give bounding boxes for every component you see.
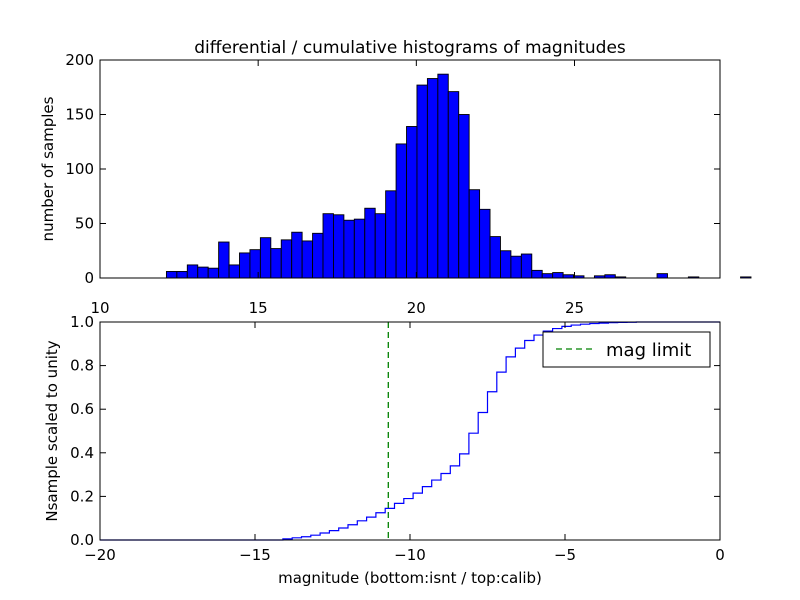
histogram-bar (416, 84, 428, 279)
top-x-tick-label: 20 (407, 299, 426, 317)
bottom-x-ticks: −20 −15 −10 −5 0 (84, 322, 725, 564)
bottom-x-axis-label: magnitude (bottom:isnt / top:calib) (278, 569, 542, 587)
histogram-bar (541, 273, 554, 279)
bottom-x-tick-label: −20 (84, 546, 116, 564)
cumulative-line (100, 321, 720, 541)
histogram-bar (479, 208, 491, 279)
bottom-x-tick-label: −10 (394, 546, 426, 564)
cumulative-step-line (100, 321, 720, 541)
histogram-bars (165, 73, 752, 279)
histogram-bar (531, 269, 543, 279)
histogram-bar (374, 213, 387, 279)
bottom-y-tick-label: 0.6 (70, 400, 94, 418)
bottom-y-axis-label: Nsample scaled to unity (43, 340, 61, 521)
top-y-tick-label: 150 (65, 106, 94, 124)
histogram-bar (322, 213, 334, 279)
histogram-bar (301, 240, 314, 279)
histogram-bar (353, 218, 366, 279)
histogram-bar (249, 249, 261, 279)
top-chart-title: differential / cumulative histograms of … (194, 38, 626, 58)
top-x-tick-label: 25 (565, 299, 584, 317)
histogram-bar (489, 236, 501, 279)
histogram-bar (291, 231, 303, 279)
histogram-bar (186, 264, 199, 279)
top-y-tick-label: 200 (65, 51, 94, 69)
histogram-bar (259, 237, 272, 279)
histogram-bar (218, 241, 230, 279)
bottom-y-tick-label: 0.8 (70, 357, 94, 375)
histogram-bar (270, 248, 282, 279)
histogram-bar (176, 271, 188, 279)
histogram-bar (332, 214, 345, 279)
histogram-bar (500, 250, 512, 279)
bottom-y-tick-label: 0.2 (70, 487, 94, 505)
bottom-y-ticks: 0.0 0.2 0.4 0.6 0.8 1.0 (70, 313, 720, 549)
histogram-bar (228, 264, 240, 279)
histogram-bar (520, 253, 533, 279)
histogram-bar (437, 73, 449, 279)
histogram-bar (447, 91, 460, 279)
bottom-x-tick-label: 0 (715, 546, 725, 564)
histogram-bar (426, 78, 439, 279)
bottom-y-tick-label: 0.0 (70, 531, 94, 549)
histogram-bar (280, 239, 293, 279)
histogram-bar (552, 272, 564, 279)
histogram-bar (165, 271, 178, 279)
top-y-tick-label: 50 (75, 215, 94, 233)
histogram-bar (343, 219, 355, 279)
top-y-tick-label: 0 (84, 269, 94, 287)
top-y-axis-label: number of samples (39, 96, 57, 241)
histogram-bar (364, 207, 376, 279)
histogram-bar (740, 276, 752, 279)
histogram-bar (207, 267, 220, 279)
top-x-tick-label: 15 (249, 299, 268, 317)
histogram-bar (197, 266, 209, 279)
histogram-bar (656, 273, 668, 279)
bottom-x-tick-label: −15 (239, 546, 271, 564)
histogram-bar (239, 252, 251, 279)
histogram-bar (406, 126, 418, 279)
legend: mag limit (542, 331, 711, 368)
legend-label: mag limit (606, 340, 691, 361)
histogram-bar (468, 189, 481, 279)
bottom-y-tick-label: 0.4 (70, 444, 94, 462)
top-y-ticks: 0 50 100 150 200 (65, 51, 720, 287)
top-y-tick-label: 100 (65, 160, 94, 178)
bottom-y-tick-label: 1.0 (70, 313, 94, 331)
top-x-ticks: 10 15 20 25 (90, 60, 584, 317)
histogram-bar (510, 255, 522, 279)
histogram-bar (395, 143, 407, 279)
histogram-bar (385, 190, 397, 279)
histogram-bar (312, 232, 324, 279)
top-x-tick-label: 10 (90, 299, 109, 317)
histogram-bar (458, 114, 470, 279)
bottom-x-tick-label: −5 (554, 546, 576, 564)
